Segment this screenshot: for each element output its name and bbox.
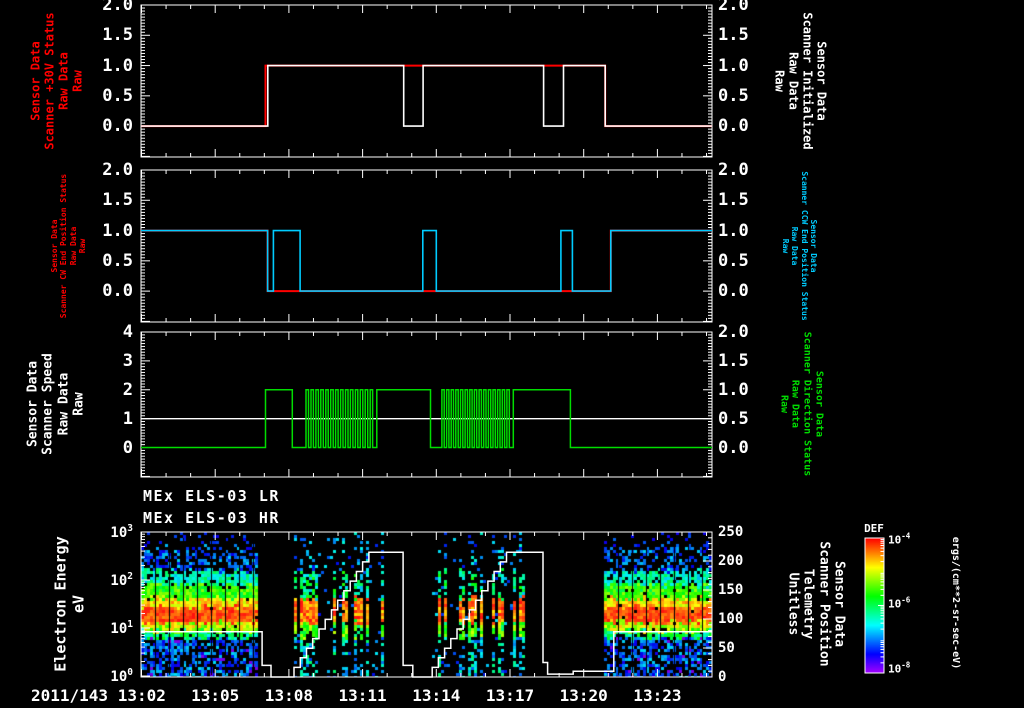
y-tick-label-left: 0.5 (102, 85, 133, 106)
y-tick-label-left: 1.5 (102, 190, 133, 211)
data-trace (141, 229, 712, 292)
spectrogram-title-lr: MEx ELS-03 LR (143, 487, 280, 505)
y-tick-label-right: 1.5 (718, 25, 749, 46)
data-trace (141, 389, 712, 449)
position-tick-label: 250 (718, 524, 744, 540)
data-trace (141, 551, 712, 678)
y-tick-label-right: 1.5 (718, 190, 749, 211)
data-trace (141, 229, 712, 293)
energy-tick-label: 101 (110, 619, 133, 637)
y-tick-label-right: 0.0 (718, 281, 749, 302)
energy-tick-label: 100 (110, 667, 133, 685)
x-tick-label: 13:08 (264, 686, 313, 705)
colorbar-tick-label: 10-6 (888, 595, 911, 611)
colorbar-tick-label: 10-8 (888, 660, 911, 676)
x-tick-label: 13:14 (412, 686, 461, 705)
y-tick-label-left: 2.0 (102, 0, 133, 15)
position-tick-label: 0 (718, 669, 727, 685)
y-tick-label-left: 1 (122, 408, 133, 429)
y-tick-label-right: 0.5 (718, 408, 749, 429)
y-tick-label-right: 2.0 (718, 0, 749, 15)
colorbar-title: DEF (864, 522, 884, 535)
data-trace (141, 64, 712, 127)
data-trace (141, 64, 712, 128)
y-tick-label-right: 0.5 (718, 250, 749, 271)
x-tick-label: 13:17 (485, 686, 535, 705)
spectrogram-left-axis-label: Electron Energy eV (51, 536, 87, 672)
y-tick-label-right: 1.5 (718, 350, 749, 371)
panel2-right-axis-label: Sensor Data Scanner CCW End Position Sta… (780, 171, 818, 321)
y-tick-label-right: 1.0 (718, 379, 749, 400)
panel-frame (140, 531, 713, 678)
position-tick-label: 200 (718, 553, 744, 569)
spectrogram-canvas (141, 532, 712, 677)
y-tick-label-right: 2.0 (718, 322, 749, 342)
panel1-right-axis-label: Sensor Data Scanner Initialized Raw Data… (771, 12, 829, 150)
y-tick-label-right: 0.0 (718, 116, 749, 137)
y-tick-label-right: 0.0 (718, 437, 749, 458)
y-tick-label-left: 0.0 (102, 281, 133, 302)
colorbar-canvas (865, 538, 884, 673)
energy-tick-label: 102 (110, 571, 133, 589)
y-tick-label-left: 0.5 (102, 250, 133, 271)
y-tick-label-left: 0.0 (102, 116, 133, 137)
y-tick-label-left: 1.0 (102, 55, 133, 76)
spectrogram-right-axis-label: Sensor Data Scanner Position Telemetry U… (785, 541, 847, 667)
y-tick-label-left: 4 (122, 322, 133, 342)
spectrogram-title-hr: MEx ELS-03 HR (143, 509, 280, 527)
panel-frame (140, 331, 713, 478)
panel3-left-axis-label: Sensor Data Scanner Speed Raw Data Raw (25, 353, 87, 455)
position-tick-label: 150 (718, 582, 744, 598)
y-tick-label-right: 2.0 (718, 160, 749, 180)
position-tick-label: 50 (718, 640, 735, 656)
y-tick-label-left: 2.0 (102, 160, 133, 180)
colorbar-units-label: ergs/(cm**2-sr-sec-eV) (949, 536, 961, 670)
panel3-right-axis-label: Sensor Data Scanner Direction Status Raw… (778, 331, 825, 477)
x-axis-date-label: 2011/143 13:02 (31, 686, 166, 705)
x-tick-label: 13:11 (338, 686, 387, 705)
x-tick-label: 13:20 (559, 686, 608, 705)
panel-frame (140, 169, 713, 323)
x-tick-label: 13:05 (191, 686, 240, 705)
y-tick-label-right: 0.5 (718, 85, 749, 106)
y-tick-label-left: 3 (122, 350, 133, 371)
y-tick-label-left: 2 (122, 379, 133, 400)
colorbar-tick-label: 10-4 (888, 531, 911, 547)
panel2-left-axis-label: Sensor Data Scanner CW End Position Stat… (50, 173, 88, 319)
x-tick-label: 13:23 (633, 686, 682, 705)
position-tick-label: 100 (718, 611, 744, 627)
energy-tick-label: 103 (110, 523, 133, 541)
panel-frame (140, 4, 713, 158)
y-tick-label-left: 1.0 (102, 220, 133, 241)
y-tick-label-left: 1.5 (102, 25, 133, 46)
y-tick-label-right: 1.0 (718, 55, 749, 76)
y-tick-label-left: 0 (122, 437, 133, 458)
panel1-left-axis-label: Sensor Data Scanner +30V Status Raw Data… (28, 12, 86, 150)
y-tick-label-right: 1.0 (718, 220, 749, 241)
